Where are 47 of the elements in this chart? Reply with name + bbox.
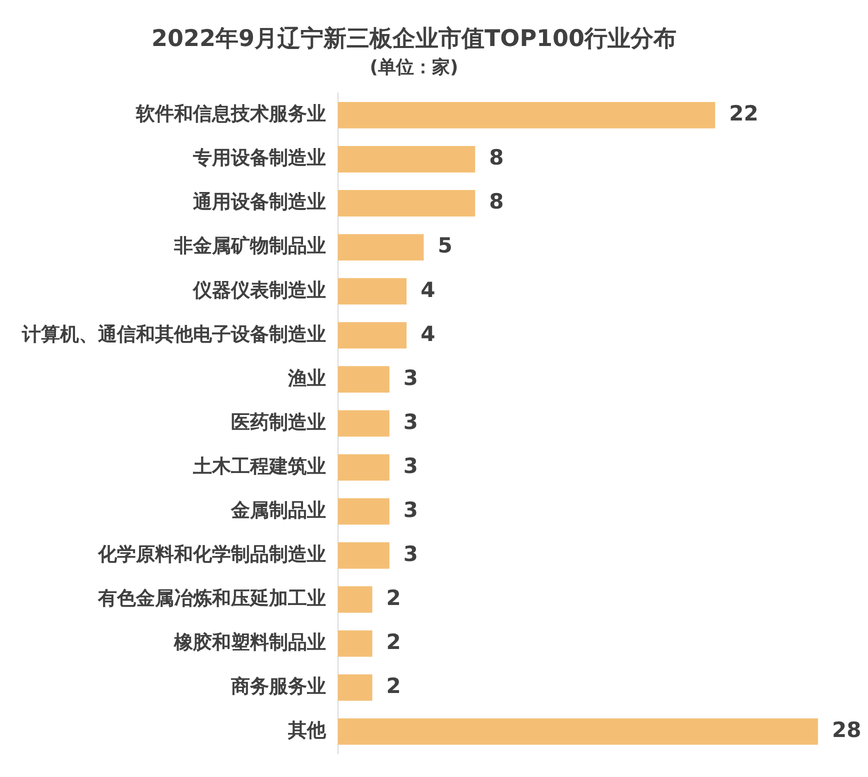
y-tick-label: 仪器仪表制造业 [192,279,326,302]
bar [338,718,818,745]
y-tick-label: 通用设备制造业 [192,191,326,214]
bar [338,234,424,260]
y-tick-label: 非金属矿物制品业 [173,235,326,258]
data-label: 4 [420,278,436,302]
bar [338,366,390,393]
bar [338,454,390,481]
bar [338,278,407,305]
data-label: 22 [729,102,758,126]
chart-subtitle: (单位：家) [370,57,458,78]
y-tick-label: 化学原料和化学制品制造业 [97,543,326,566]
y-tick-label: 专用设备制造业 [192,147,326,170]
bar [338,586,372,613]
y-tick-label: 渔业 [287,367,326,390]
data-label: 8 [489,146,504,170]
y-tick-label: 金属制品业 [230,499,326,522]
bar [338,674,372,701]
y-tick-label: 有色金属冶炼和压延加工业 [97,587,326,610]
data-label: 2 [386,674,401,698]
bar [338,410,390,437]
y-tick-label: 土木工程建筑业 [192,455,326,478]
bar [338,542,390,569]
data-label: 4 [420,322,436,346]
chart-title: 2022年9月辽宁新三板企业市值TOP100行业分布 [151,24,677,52]
bar [338,630,372,657]
bar [338,498,390,525]
y-tick-label: 软件和信息技术服务业 [135,103,326,126]
data-label: 3 [403,410,418,434]
data-label: 28 [832,718,862,742]
y-tick-label: 其他 [287,720,327,742]
data-label: 2 [386,630,401,654]
data-label: 3 [403,454,418,478]
bar [338,322,407,349]
data-label: 3 [403,366,418,390]
y-tick-label: 计算机、通信和其他电子设备制造业 [21,323,326,346]
data-label: 3 [403,498,418,522]
data-label: 2 [386,586,401,610]
y-tick-label: 商务服务业 [230,675,326,698]
bar [338,102,716,128]
data-label: 5 [438,234,452,258]
data-label: 8 [489,190,504,214]
bar [338,190,476,216]
bar [338,146,476,172]
data-label: 3 [403,542,418,566]
y-tick-label: 橡胶和塑料制品业 [173,631,326,654]
y-tick-label: 医药制造业 [231,411,326,434]
